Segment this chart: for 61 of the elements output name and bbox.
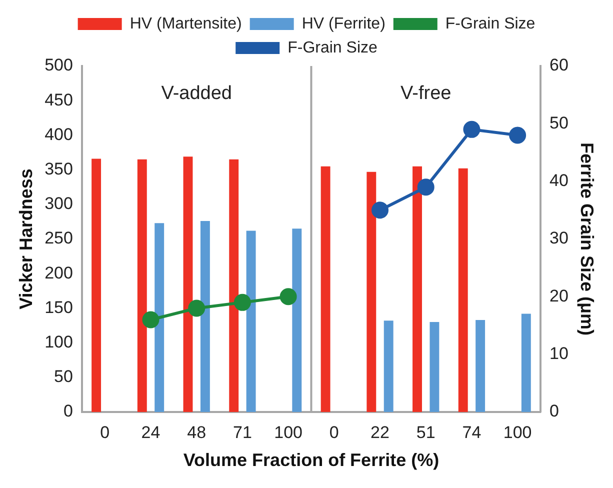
point [509, 126, 526, 144]
point [417, 178, 434, 196]
y2-tick-label: 30 [549, 228, 568, 248]
y-tick-label: 300 [44, 194, 73, 214]
y-tick-label: 450 [44, 90, 73, 110]
y-tick-label: 0 [63, 402, 73, 421]
y-tick-label: 200 [44, 263, 73, 282]
y-tick-label: 350 [44, 159, 73, 178]
y2-tick-label: 20 [549, 286, 568, 306]
bar [521, 314, 531, 412]
annotation: V-added [161, 83, 232, 104]
annotation: V-free [400, 83, 452, 104]
legend-label: F-Grain Size [445, 15, 536, 32]
point [142, 311, 160, 328]
x-tick-label: 22 [370, 422, 390, 442]
y2-tick-label: 60 [549, 56, 568, 75]
bar [154, 223, 164, 412]
y-tick-label: 100 [44, 332, 73, 352]
point [372, 202, 389, 219]
bar [320, 166, 330, 412]
bar [229, 159, 239, 412]
bar [137, 159, 147, 412]
y2-tick-label: 10 [549, 344, 568, 364]
y-tick-label: 250 [44, 228, 73, 248]
bar [92, 158, 102, 412]
x-tick-label: 51 [416, 422, 436, 442]
y2-tick-label: 50 [549, 113, 568, 132]
bar [458, 168, 468, 412]
bar [200, 221, 210, 412]
point [234, 294, 251, 311]
x-tick-label: 71 [232, 422, 252, 442]
point [463, 120, 480, 138]
point [280, 288, 297, 306]
bar [384, 320, 394, 412]
x-tick-label: 48 [187, 422, 206, 442]
x-tick-label: 0 [100, 422, 110, 442]
bar [430, 322, 440, 412]
bar [292, 228, 302, 412]
bar [183, 156, 193, 412]
y-axis-title: Vicker Hardness [16, 168, 36, 310]
y2-axis-title: Ferrite Grain Size (μm) [577, 142, 598, 336]
x-tick-label: 0 [329, 422, 339, 442]
bar [476, 320, 486, 412]
bar [412, 166, 422, 412]
bar [366, 172, 376, 412]
y-tick-label: 500 [44, 56, 73, 75]
x-axis-title: Volume Fraction of Ferrite (%) [183, 450, 440, 470]
y-tick-label: 400 [44, 124, 73, 144]
legend-label: F-Grain Size [288, 39, 378, 56]
y-tick-label: 150 [44, 298, 73, 317]
point [188, 300, 206, 317]
y-tick-label: 50 [54, 367, 73, 386]
bar [246, 230, 256, 412]
x-tick-label: 100 [274, 422, 302, 442]
x-tick-label: 100 [503, 422, 532, 442]
y2-tick-label: 40 [549, 171, 568, 190]
legend-label: HV (Ferrite) [302, 15, 386, 32]
x-tick-label: 74 [462, 422, 482, 442]
x-tick-label: 24 [141, 422, 160, 442]
legend-label: HV (Martensite) [130, 15, 242, 32]
y2-tick-label: 0 [549, 402, 559, 421]
